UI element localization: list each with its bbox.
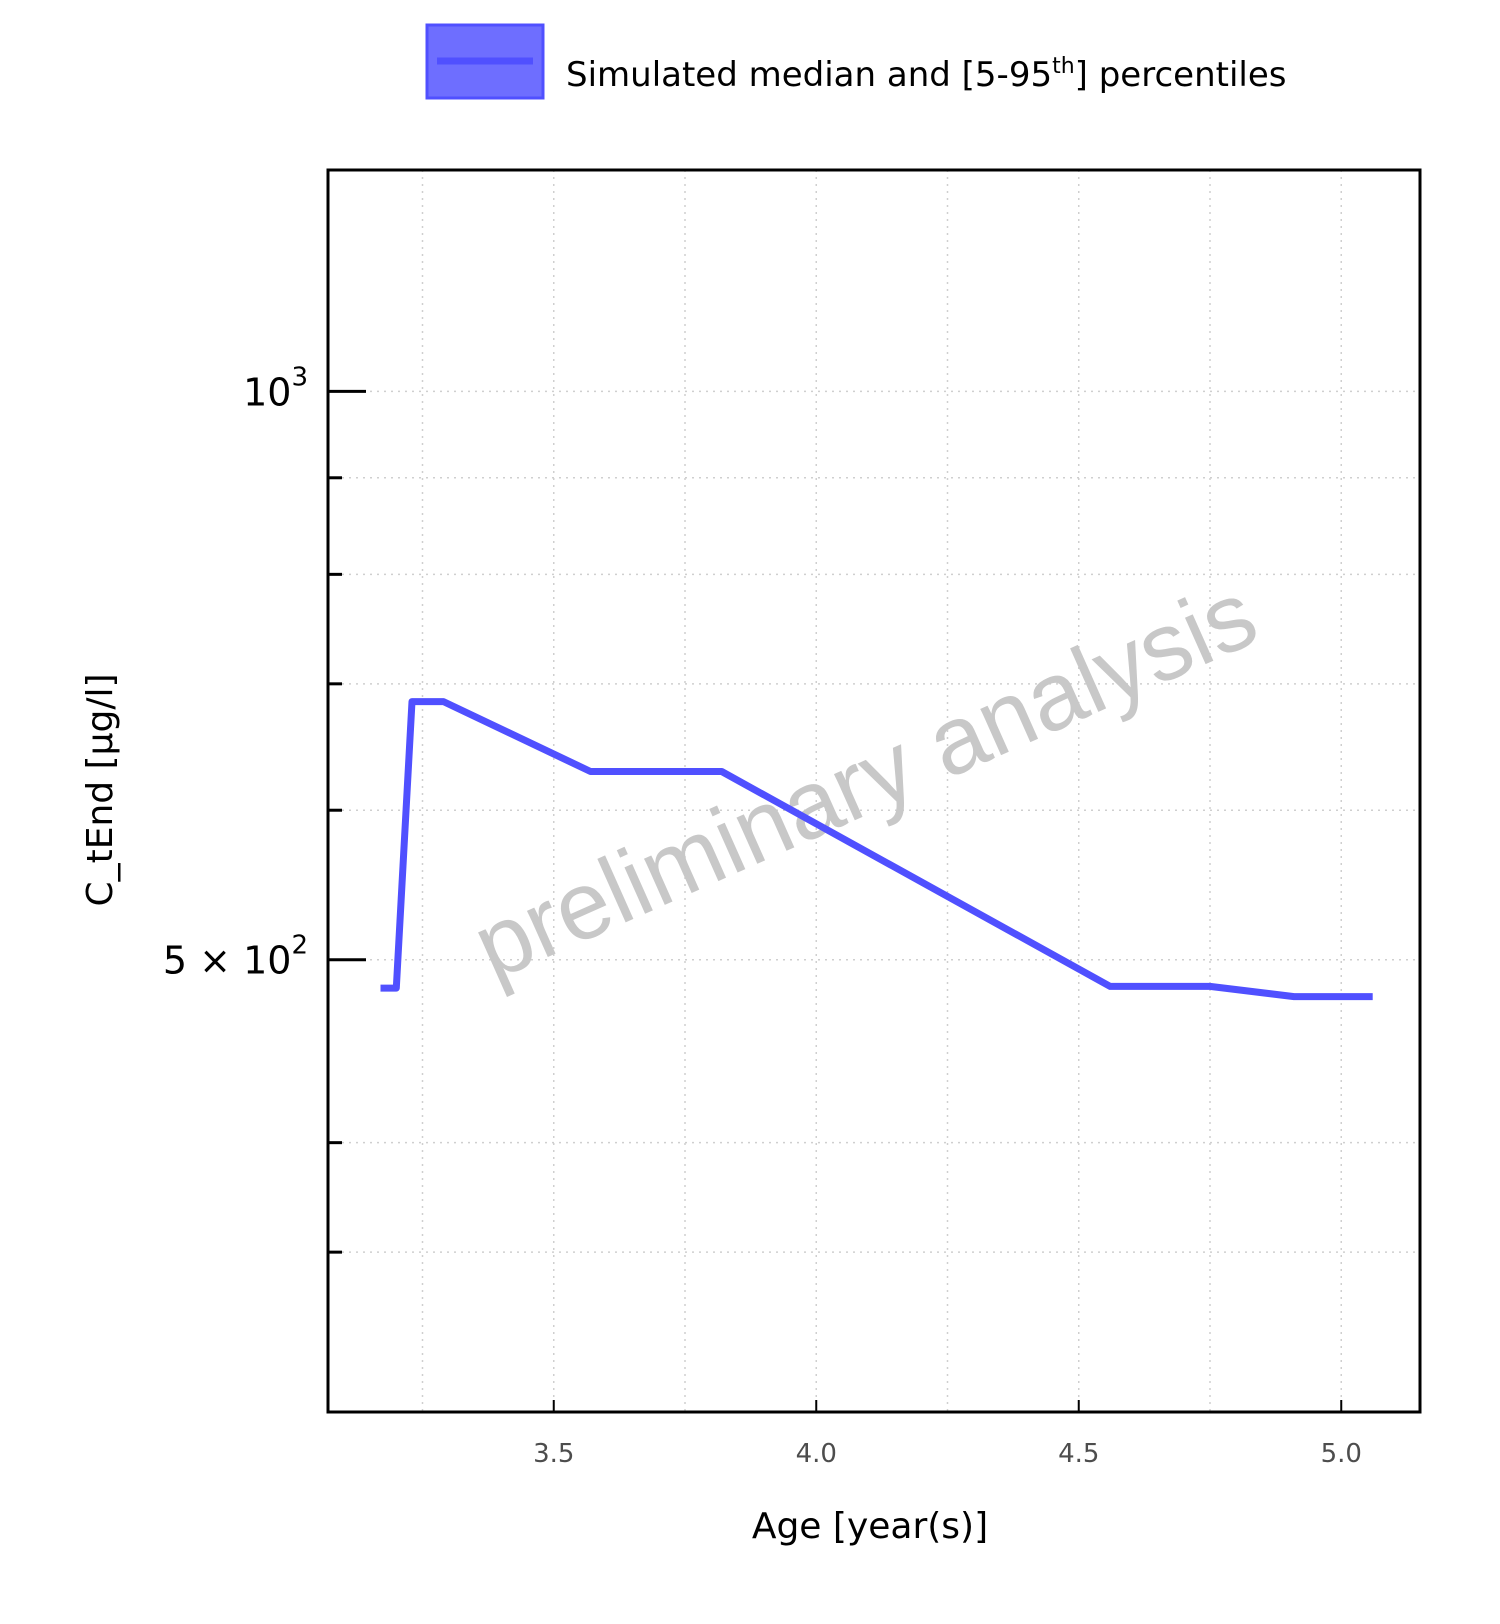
x-axis-title: Age [year(s)]: [752, 1506, 988, 1547]
series-line: [380, 698, 1373, 1001]
y-tick-label: 5 × 102: [163, 931, 308, 983]
grid: [328, 170, 1420, 1412]
x-tick-label: 4.5: [1058, 1439, 1099, 1469]
x-tick-label: 5.0: [1321, 1439, 1362, 1469]
legend-label-end: ] percentiles: [1075, 55, 1287, 95]
y-axis-title: C_tEnd [µg/l]: [80, 673, 121, 906]
y-tick-label: 103: [243, 362, 308, 414]
svg-text:Simulated median and [5-95th]: Simulated median and [5-95th] percentile…: [566, 54, 1286, 95]
legend-label-sup: th: [1052, 54, 1075, 79]
legend: Simulated median and [5-95th] percentile…: [425, 23, 1286, 100]
plot-frame: [326, 168, 1422, 1414]
watermark: preliminary analysis: [458, 560, 1272, 1001]
x-tick-label: 3.5: [533, 1439, 574, 1469]
series-layer: [380, 698, 1373, 1001]
axes: [326, 168, 1422, 1414]
legend-label: Simulated median and [5-95: [566, 55, 1052, 95]
x-axis-ticks: 3.5 4.0 4.5 5.0: [533, 1400, 1362, 1469]
y-axis-ticks: 103 5 × 102: [163, 362, 366, 1254]
x-tick-label: 4.0: [796, 1439, 837, 1469]
